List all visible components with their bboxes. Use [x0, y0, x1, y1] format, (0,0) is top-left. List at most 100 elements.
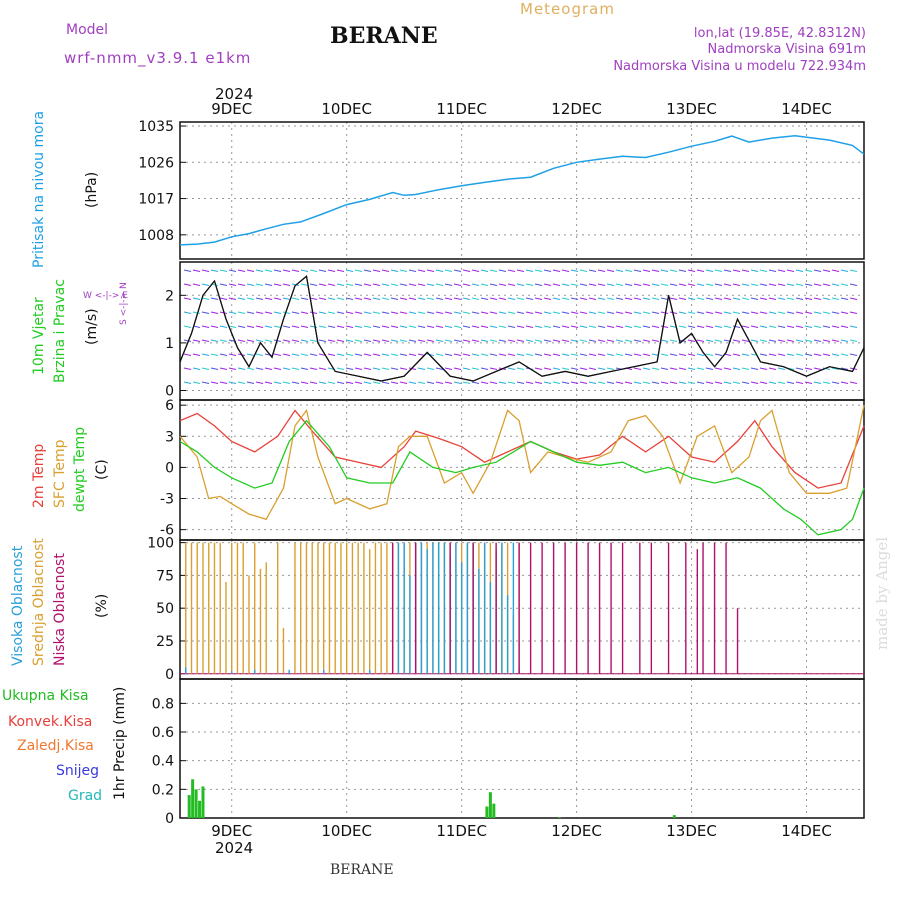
wind-arrow — [570, 353, 579, 356]
wind-arrow — [786, 269, 795, 272]
wind-arrow — [255, 325, 264, 328]
wind-arrow — [219, 367, 228, 370]
wind-arrow — [840, 367, 849, 370]
y-tick-label: -3 — [160, 492, 174, 508]
wind-arrow — [489, 297, 498, 300]
precip-bar — [488, 792, 492, 818]
wind-arrow — [714, 353, 723, 356]
wind-arrow — [822, 339, 831, 342]
panel-frame — [179, 678, 865, 819]
wind-arrow — [507, 381, 516, 384]
wind-arrow — [354, 283, 363, 286]
wind-arrow — [318, 325, 327, 328]
wind-arrow — [444, 269, 453, 272]
wind-arrow — [453, 339, 462, 342]
year-bottom: 2024 — [215, 839, 253, 857]
wind-arrow — [579, 325, 588, 328]
wind-arrow — [768, 283, 777, 286]
date-label-top: 12DEC — [551, 100, 602, 118]
wind-arrow — [750, 325, 759, 328]
wind-arrow — [624, 381, 633, 384]
wind-arrow — [408, 339, 417, 342]
wind-arrow — [201, 311, 210, 314]
wind-arrow — [318, 311, 327, 314]
wind-arrow — [291, 339, 300, 342]
wind-arrow — [435, 311, 444, 314]
wind-arrow — [453, 381, 462, 384]
wind-arrow — [804, 297, 813, 300]
y-tick-label: 2 — [165, 288, 174, 304]
wind-arrow — [399, 339, 408, 342]
wind-arrow — [651, 297, 660, 300]
wind-arrow — [660, 353, 669, 356]
wind-arrow — [642, 339, 651, 342]
wind-arrow — [660, 367, 669, 370]
temp-label-t2m: 2m Temp — [31, 444, 47, 508]
wind-arrow — [687, 283, 696, 286]
wind-arrow — [588, 353, 597, 356]
wind-arrow — [462, 339, 471, 342]
wind-arrow — [849, 339, 858, 342]
wind-arrow — [768, 381, 777, 384]
wind-arrow — [588, 269, 597, 272]
wind-arrow — [381, 283, 390, 286]
wind-arrow — [246, 381, 255, 384]
wind-arrow — [777, 367, 786, 370]
wind-arrow — [498, 339, 507, 342]
wind-arrow — [813, 325, 822, 328]
wind-arrow — [318, 269, 327, 272]
wind-arrow — [552, 325, 561, 328]
wind-arrow — [633, 325, 642, 328]
y-tick-label: 0.2 — [152, 782, 174, 798]
wind-arrow — [597, 367, 606, 370]
wind-arrow — [849, 381, 858, 384]
wind-arrow — [561, 297, 570, 300]
wind-arrow — [300, 353, 309, 356]
wind-arrow — [246, 269, 255, 272]
wind-arrow — [300, 283, 309, 286]
wind-arrow — [345, 353, 354, 356]
wind-arrow — [309, 283, 318, 286]
wind-arrow — [597, 381, 606, 384]
model-label: Model — [66, 22, 108, 38]
wind-arrow — [750, 269, 759, 272]
wind-arrow — [273, 381, 282, 384]
wind-arrow — [498, 325, 507, 328]
wind-arrow — [237, 339, 246, 342]
wind-arrow — [246, 367, 255, 370]
wind-arrow — [831, 381, 840, 384]
wind-arrow — [300, 367, 309, 370]
wind-arrow — [291, 367, 300, 370]
precip-bar — [187, 795, 191, 818]
wind-arrow — [615, 325, 624, 328]
wind-arrow — [426, 325, 435, 328]
wind-arrow — [543, 297, 552, 300]
wind-arrow — [426, 339, 435, 342]
wind-arrow — [219, 353, 228, 356]
wind-arrow — [669, 381, 678, 384]
y-tick-label: 1026 — [138, 155, 174, 171]
wind-arrow — [651, 269, 660, 272]
wind-arrow — [435, 297, 444, 300]
wind-arrow — [228, 283, 237, 286]
wind-arrow — [606, 339, 615, 342]
wind-arrow — [408, 297, 417, 300]
wind-arrow — [768, 269, 777, 272]
wind-arrow — [201, 283, 210, 286]
wind-arrow — [750, 311, 759, 314]
wind-arrow — [543, 367, 552, 370]
wind-arrow — [408, 311, 417, 314]
precip-legend-hail: Grad — [68, 788, 102, 804]
wind-arrow — [255, 283, 264, 286]
wind-arrow — [849, 353, 858, 356]
wind-arrow — [327, 269, 336, 272]
precip-bar — [201, 786, 205, 818]
wind-arrow — [363, 367, 372, 370]
wind-arrow — [381, 297, 390, 300]
wind-arrow — [561, 367, 570, 370]
wind-arrow — [336, 283, 345, 286]
wind-arrow — [210, 339, 219, 342]
wind-arrow — [210, 381, 219, 384]
wind-arrow — [642, 311, 651, 314]
wind-arrow — [696, 339, 705, 342]
